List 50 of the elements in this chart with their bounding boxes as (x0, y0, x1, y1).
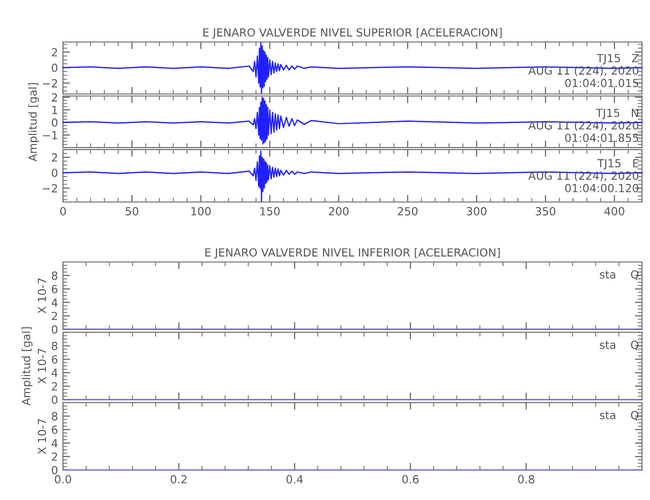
x-tick-label: 100 (191, 207, 211, 216)
y-tick-label: 6 (52, 426, 58, 434)
x-tick-label: 0.2 (170, 475, 187, 484)
annotation: TJ15 Z AUG 11 (224), 2020 01:04:01.015 (528, 54, 639, 88)
y-tick-label: 0 (52, 466, 58, 474)
y-tick-label: 0 (52, 64, 58, 72)
y-tick-label: 8 (52, 412, 58, 420)
y-tick-label: 2 (52, 48, 58, 56)
x-tick-label: 0.8 (518, 475, 534, 484)
y-tick-label: 4 (52, 439, 58, 448)
y-tick-label: −2 (42, 79, 58, 88)
y-tick-label: 1 (52, 106, 58, 114)
y-tick-label: 0 (52, 118, 58, 127)
y-tick-label: 8 (52, 342, 58, 350)
y-tick-label: 4 (52, 368, 58, 377)
y-tick-label: 2 (52, 93, 58, 102)
chart-title: E JENARO VALVERDE NIVEL INFERIOR [ACELERACION] (205, 248, 500, 259)
x-tick-label: 0.4 (286, 475, 303, 484)
y-tick-label: 0 (52, 396, 58, 404)
y-axis-title: X 10-7 (38, 278, 46, 314)
y-tick-label: −2 (42, 184, 58, 192)
annotation: sta Q (600, 410, 638, 421)
y-tick-label: −1 (42, 131, 58, 140)
x-tick-label: 0.0 (54, 475, 72, 484)
x-tick-label: 300 (466, 207, 486, 216)
chart-title: E JENARO VALVERDE NIVEL SUPERIOR [ACELERACION] (203, 28, 502, 39)
annotation: sta Q (600, 340, 638, 350)
x-tick-label: 0.6 (402, 475, 419, 484)
y-axis-title: Amplitud [gal] X 10-7 (22, 327, 46, 406)
x-tick-label: 0 (60, 207, 66, 216)
x-tick-label: 400 (604, 207, 624, 216)
y-axis-title: Amplitud [gal] (28, 83, 39, 162)
x-tick-label: 200 (328, 207, 349, 216)
y-tick-label: 0 (52, 325, 58, 334)
x-tick-label: 150 (260, 207, 280, 216)
annotation: sta Q (600, 270, 638, 280)
y-tick-label: 2 (52, 153, 58, 162)
annotation: TJ15 N AUG 11 (224), 2020 01:04:01.855 (528, 108, 638, 142)
y-tick-label: 0 (52, 168, 58, 178)
y-axis-title: X 10-7 (38, 419, 46, 454)
y-tick-label: 2 (52, 382, 58, 390)
y-tick-label: 6 (52, 284, 58, 294)
x-tick-label: 250 (398, 207, 418, 216)
y-tick-label: 2 (52, 452, 58, 461)
y-tick-label: 8 (52, 271, 58, 280)
x-tick-label: 50 (126, 207, 138, 216)
y-tick-label: 6 (52, 355, 58, 364)
y-tick-label: 4 (52, 298, 58, 307)
y-tick-label: 2 (52, 312, 58, 320)
x-tick-label: 350 (536, 207, 556, 216)
